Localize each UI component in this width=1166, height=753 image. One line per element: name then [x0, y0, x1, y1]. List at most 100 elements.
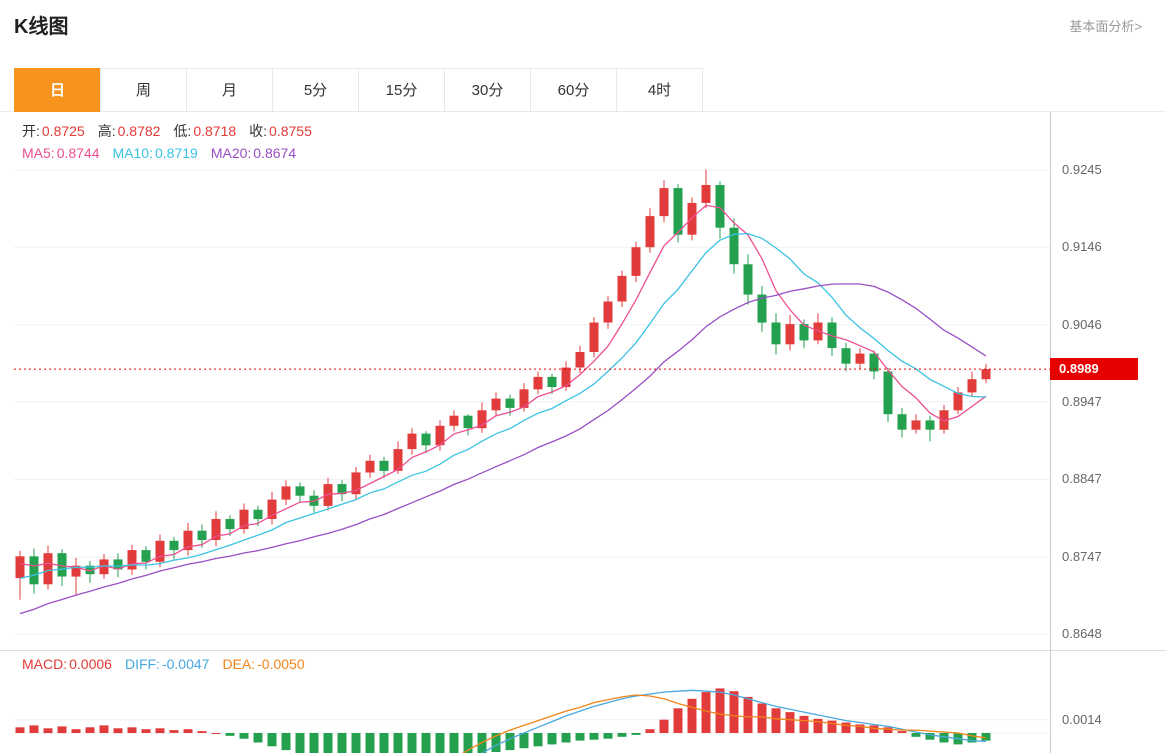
macd-bar — [967, 733, 977, 743]
candle-body — [855, 353, 865, 364]
macd-bar — [757, 703, 767, 733]
macd-bar — [897, 731, 907, 733]
candle-body — [225, 519, 235, 530]
price-axis-label: 0.9146 — [1062, 239, 1102, 255]
candle-body — [841, 348, 851, 364]
tab-m60[interactable]: 60分 — [530, 68, 617, 112]
macd-bar — [883, 727, 893, 733]
legend-value: 0.8782 — [117, 123, 161, 139]
candle-body — [449, 415, 459, 426]
macd-bar — [71, 729, 81, 733]
candle-body — [239, 509, 249, 530]
candle-body — [407, 433, 417, 450]
macd-bar — [869, 725, 879, 733]
macd-bar — [855, 724, 865, 733]
candle-body — [981, 369, 991, 380]
fundamental-analysis-link[interactable]: 基本面分析> — [1069, 19, 1142, 34]
candle-body — [589, 322, 599, 352]
macd-bar — [309, 733, 319, 753]
macd-bar — [463, 733, 473, 753]
legend-label: MA10: — [112, 145, 153, 161]
ma-legend: MA5: 0.8744 MA10: 0.8719 MA20: 0.8674 — [22, 145, 309, 161]
grid-layer — [14, 169, 1050, 734]
candle-body — [939, 410, 949, 430]
candle-body — [155, 540, 165, 562]
candle-body — [729, 227, 739, 265]
legend-value: 0.8755 — [269, 123, 312, 139]
candle-body — [99, 559, 109, 575]
macd-bar — [253, 733, 263, 743]
diff-line — [480, 689, 987, 753]
candle-body — [673, 188, 683, 235]
tab-m15[interactable]: 15分 — [358, 68, 445, 112]
macd-bar — [197, 731, 207, 733]
candle-body — [337, 484, 347, 495]
candle-body — [519, 389, 529, 408]
candle-body — [477, 410, 487, 429]
legend-label: MA5: — [22, 145, 55, 161]
ma5-line — [19, 204, 987, 572]
tab-m30[interactable]: 30分 — [444, 68, 531, 112]
legend-value: 0.8744 — [56, 145, 100, 161]
tab-week[interactable]: 周 — [100, 68, 187, 112]
candle-body — [799, 324, 809, 341]
candle-body — [925, 420, 935, 430]
macd-bar — [981, 733, 991, 741]
candle-body — [253, 509, 263, 519]
candle-body — [281, 486, 291, 500]
candle-body — [379, 460, 389, 471]
tab-month[interactable]: 月 — [186, 68, 273, 112]
candle-body — [785, 324, 795, 345]
candle-body — [645, 216, 655, 248]
macd-bar — [57, 726, 67, 734]
macd-bar — [99, 725, 109, 733]
candle-body — [743, 264, 753, 295]
tab-day[interactable]: 日 — [14, 68, 101, 112]
macd-bar — [617, 733, 627, 737]
macd-histogram-layer — [15, 688, 991, 753]
macd-bar — [533, 733, 543, 747]
macd-bar — [365, 733, 375, 753]
chart-borders — [0, 112, 1166, 753]
candle-body — [295, 486, 305, 496]
candle-body — [953, 392, 963, 411]
candle-body — [365, 460, 375, 473]
price-axis-label: 0.9245 — [1062, 162, 1102, 178]
legend-label: MA20: — [210, 145, 252, 161]
candle-body — [617, 275, 627, 302]
candle-body — [967, 379, 977, 393]
candle-body — [505, 398, 515, 408]
candle-body — [29, 556, 39, 585]
tab-h4[interactable]: 4时 — [616, 68, 703, 112]
macd-bar — [281, 733, 291, 751]
macd-bar — [113, 728, 123, 734]
candle-body — [211, 519, 221, 540]
candle-body — [435, 425, 445, 446]
macd-bar — [715, 688, 725, 733]
macd-bar — [561, 733, 571, 743]
macd-bar — [225, 733, 235, 736]
dea-line — [461, 694, 987, 753]
macd-bar — [519, 733, 529, 749]
legend-label: 低: — [173, 123, 192, 139]
candle-body — [687, 202, 697, 235]
macd-bar — [505, 733, 515, 751]
candle-body — [351, 472, 361, 495]
legend-label: MACD: — [22, 656, 68, 672]
candle-body — [883, 371, 893, 415]
price-axis: 0.9245 0.9146 0.9046 0.8947 0.8847 0.8747 0.86… — [1060, 0, 1164, 753]
tab-m5[interactable]: 5分 — [272, 68, 359, 112]
macd-bar — [379, 733, 389, 753]
candle-body — [771, 322, 781, 345]
macd-bar — [267, 733, 277, 747]
macd-lines-layer — [461, 689, 987, 753]
candle-body — [393, 449, 403, 471]
macd-axis-label: 0.0014 — [1062, 711, 1102, 727]
candle-body — [533, 376, 543, 390]
candle-body — [561, 367, 571, 387]
ma-lines-layer — [19, 204, 987, 615]
macd-bar — [631, 733, 641, 735]
macd-bar — [911, 733, 921, 737]
